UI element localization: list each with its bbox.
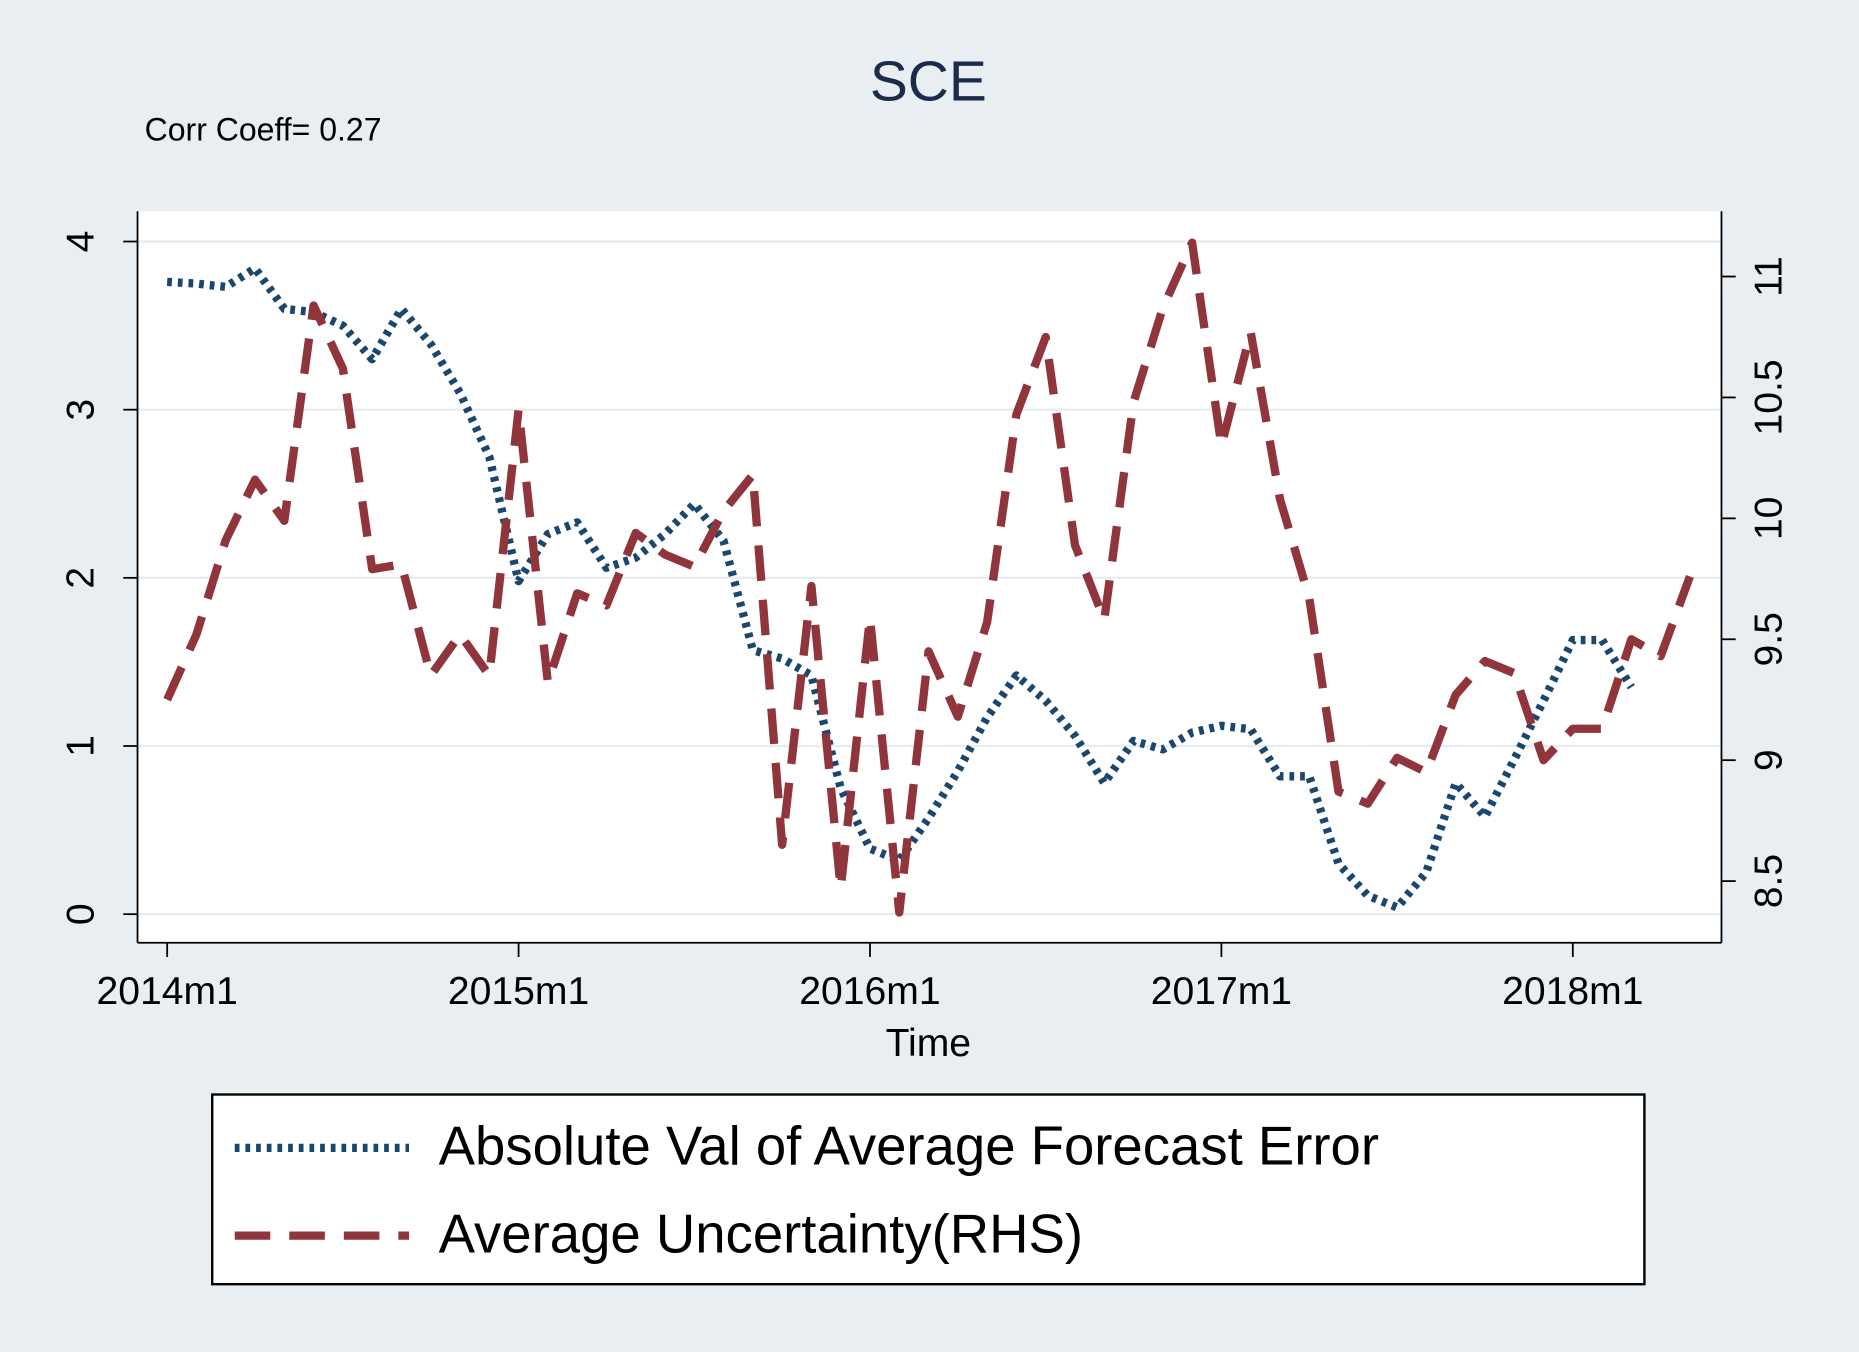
y-tick-label: 1 (59, 735, 102, 757)
y2-tick-label: 8.5 (1748, 854, 1791, 908)
legend-label: Absolute Val of Average Forecast Error (439, 1116, 1379, 1177)
y2-tick-label: 11 (1748, 256, 1791, 297)
y2-tick-label: 10.5 (1748, 359, 1791, 435)
ticks: 0 1 2 3 4 8.5 9 9.5 10 10.5 11 2014m1 2015m1 2016m1 20… (59, 231, 1790, 1013)
series-line (166, 264, 1635, 912)
annotation: Corr Coeff= 0.27 (145, 111, 382, 147)
legend-label: Average Uncertainty(RHS) (439, 1203, 1083, 1264)
x-tick-label: 2014m1 (96, 970, 237, 1013)
x-tick-label: 2018m1 (1502, 970, 1643, 1013)
y-tick-label: 3 (59, 399, 102, 421)
x-tick-label: 2015m1 (448, 970, 589, 1013)
chart-title: SCE (870, 50, 987, 114)
x-axis-title: Time (886, 1022, 971, 1065)
y-tick-label: 2 (59, 567, 102, 589)
series-line (163, 238, 1694, 917)
lines (163, 238, 1694, 917)
y2-tick-label: 9.5 (1748, 612, 1791, 666)
legend (211, 1093, 1646, 1286)
y2-tick-label: 9 (1748, 749, 1791, 771)
x-tick-label: 2017m1 (1151, 970, 1292, 1013)
y-tick-label: 4 (59, 231, 102, 253)
grid (137, 240, 1722, 916)
y-tick-label: 0 (59, 903, 102, 925)
legend-items: Absolute Val of Average Forecast Error Av… (234, 1116, 1379, 1264)
y2-tick-label: 10 (1748, 497, 1791, 541)
x-tick-label: 2016m1 (799, 970, 940, 1013)
